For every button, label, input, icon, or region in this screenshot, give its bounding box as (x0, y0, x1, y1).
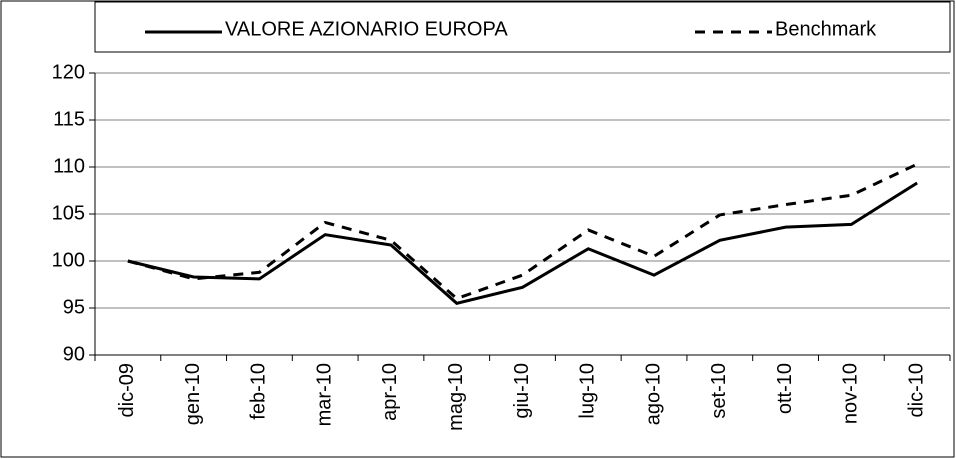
y-tick-label: 100 (52, 249, 85, 271)
x-tick-label: set-10 (708, 363, 730, 419)
y-tick-label: 115 (53, 108, 85, 130)
legend-label: Benchmark (775, 18, 877, 40)
x-tick-label: dic-10 (905, 363, 927, 417)
x-tick-label: giu-10 (511, 363, 533, 419)
legend-label: VALORE AZIONARIO EUROPA (225, 18, 508, 40)
series-line (127, 162, 918, 301)
x-tick-label: gen-10 (182, 363, 204, 425)
y-tick-label: 90 (63, 343, 85, 365)
x-tick-label: lug-10 (577, 363, 599, 419)
x-tick-label: mag-10 (445, 363, 467, 431)
series-line (127, 181, 918, 305)
y-tick-label: 95 (63, 296, 85, 318)
x-tick-label: ago-10 (642, 363, 664, 425)
x-tick-label: dic-09 (116, 363, 138, 417)
x-tick-label: ott-10 (774, 363, 796, 414)
x-tick-label: mar-10 (313, 363, 335, 426)
x-tick-label: nov-10 (840, 363, 862, 424)
y-tick-label: 105 (52, 202, 85, 224)
x-tick-label: apr-10 (379, 363, 401, 421)
y-tick-label: 120 (52, 61, 85, 83)
x-tick-label: feb-10 (248, 363, 270, 420)
y-tick-label: 110 (53, 155, 85, 177)
legend-box (94, 1, 951, 53)
